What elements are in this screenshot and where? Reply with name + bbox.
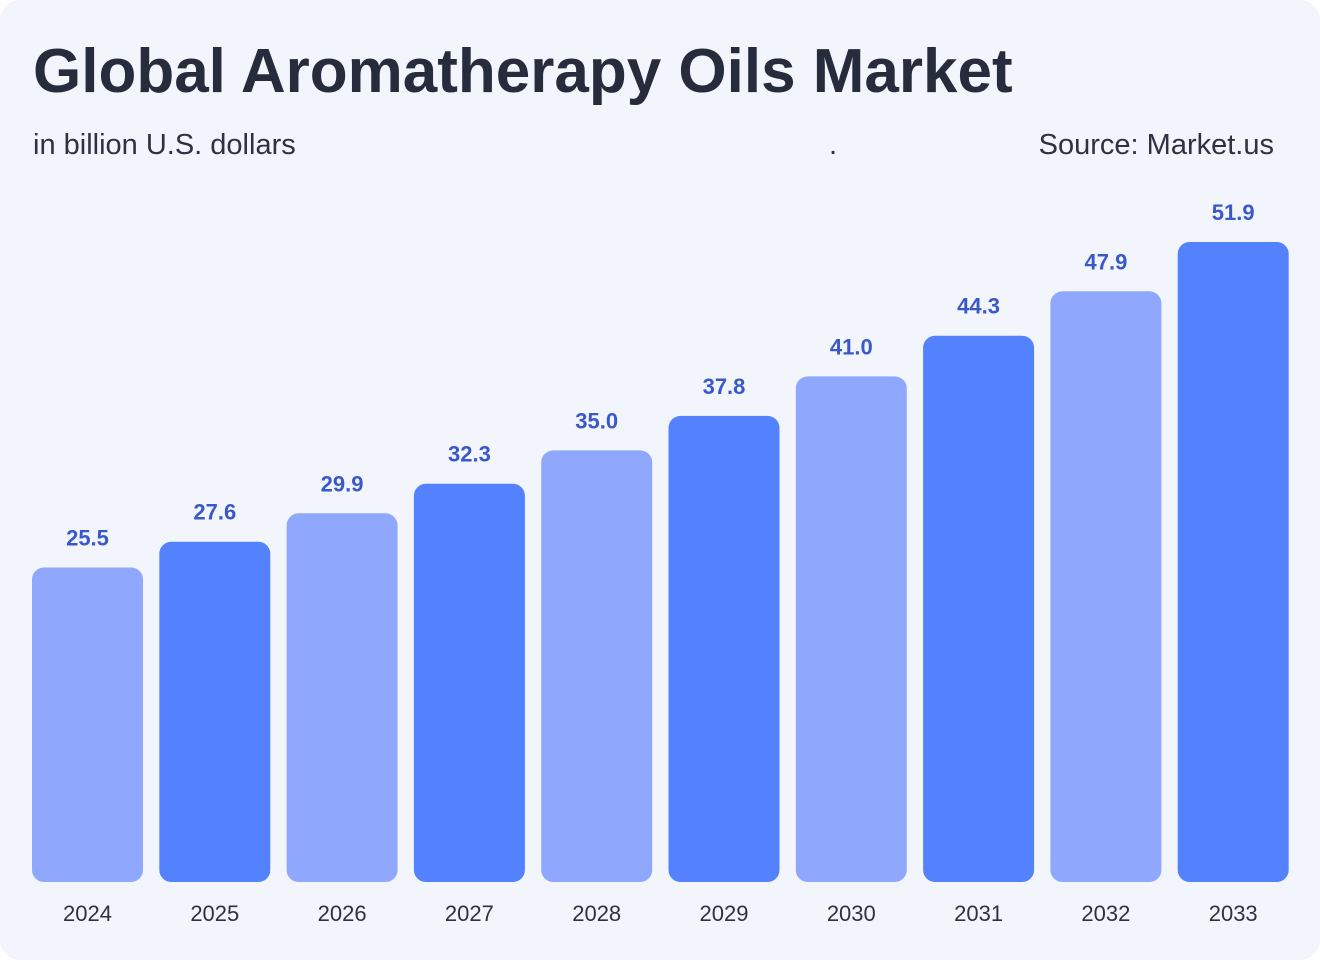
value-label-2032: 47.9 (1084, 249, 1127, 274)
chart-subtitle: in billion U.S. dollars (33, 129, 296, 161)
value-label-2027: 32.3 (448, 442, 491, 467)
separator-dot: . (829, 129, 838, 161)
bar-2026 (286, 513, 398, 882)
value-label-2030: 41.0 (830, 334, 873, 359)
x-tick-label-2027: 2027 (445, 901, 494, 926)
x-tick-label-2031: 2031 (954, 901, 1003, 926)
bar-2033 (1177, 242, 1289, 882)
bar-2027 (413, 483, 525, 882)
value-label-2031: 44.3 (957, 294, 1000, 319)
x-tick-label-2026: 2026 (318, 901, 367, 926)
value-label-2025: 27.6 (193, 500, 236, 525)
x-tick-label-2032: 2032 (1081, 901, 1130, 926)
value-label-2029: 37.8 (703, 374, 746, 399)
x-tick-label-2033: 2033 (1209, 901, 1258, 926)
value-label-2033: 51.9 (1212, 200, 1255, 225)
bar-2031 (923, 335, 1035, 882)
bar-2030 (795, 376, 907, 882)
x-tick-label-2024: 2024 (63, 901, 112, 926)
bar-2029 (668, 415, 780, 882)
source-label: Source: Market.us (1038, 129, 1274, 161)
bar-2024 (32, 567, 143, 882)
x-tick-label-2030: 2030 (827, 901, 876, 926)
bar-2025 (159, 541, 271, 882)
x-tick-label-2029: 2029 (700, 901, 749, 926)
x-tick-label-2025: 2025 (190, 901, 239, 926)
chart-title: Global Aromatherapy Oils Market (33, 37, 1013, 106)
x-tick-label-2028: 2028 (572, 901, 621, 926)
value-label-2024: 25.5 (66, 526, 109, 551)
value-label-2026: 29.9 (321, 471, 364, 496)
value-label-2028: 35.0 (575, 408, 618, 433)
bar-2028 (541, 450, 653, 882)
bar-2032 (1050, 291, 1162, 882)
